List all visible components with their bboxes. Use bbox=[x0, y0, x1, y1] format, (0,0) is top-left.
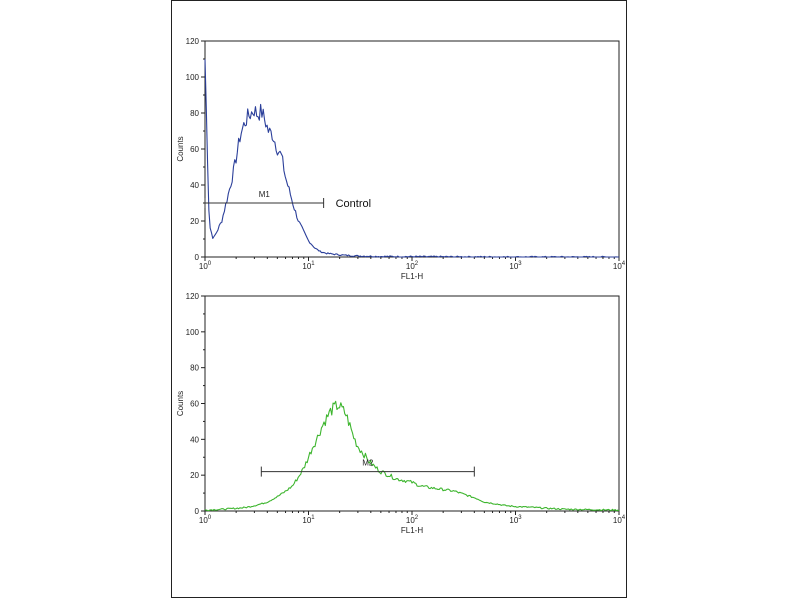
y-tick-label: 60 bbox=[190, 145, 199, 154]
histogram-line bbox=[204, 59, 620, 258]
figure-frame bbox=[171, 0, 627, 598]
y-axis-title: Counts bbox=[176, 136, 185, 161]
y-tick-label: 20 bbox=[190, 471, 199, 480]
x-axis-title: FL1-H bbox=[401, 526, 423, 535]
gate-label: M1 bbox=[259, 190, 271, 199]
plot-area-frame bbox=[204, 295, 620, 512]
histogram-panel-2: 0 20 40 60 80 100 120 100 101 102 103 104 FL1-H Count… bbox=[176, 292, 626, 535]
histogram-line bbox=[204, 400, 620, 512]
histogram-panel-1: 0 20 40 60 80 100 120 100 101 102 103 104 FL1-H Count… bbox=[176, 37, 626, 281]
y-tick-label: 80 bbox=[190, 364, 199, 373]
x-tick-label: 101 bbox=[302, 515, 315, 525]
y-tick-label: 100 bbox=[186, 328, 200, 337]
y-axis-title: Counts bbox=[176, 391, 185, 416]
y-tick-label: 100 bbox=[186, 73, 200, 82]
x-tick-label: 102 bbox=[406, 261, 419, 271]
y-tick-label: 0 bbox=[195, 507, 200, 516]
x-tick-label: 104 bbox=[613, 261, 626, 271]
x-tick-label: 100 bbox=[199, 261, 212, 271]
x-tick-label: 102 bbox=[406, 515, 419, 525]
x-tick-label: 100 bbox=[199, 515, 212, 525]
x-tick-label: 103 bbox=[509, 261, 522, 271]
y-tick-label: 120 bbox=[186, 292, 200, 301]
x-axis-title: FL1-H bbox=[401, 272, 423, 281]
x-tick-label: 104 bbox=[613, 515, 626, 525]
gate-label: M2 bbox=[362, 459, 374, 468]
x-tick-label: 101 bbox=[302, 261, 315, 271]
y-tick-label: 120 bbox=[186, 37, 200, 46]
x-tick-label: 103 bbox=[509, 515, 522, 525]
y-tick-label: 20 bbox=[190, 217, 199, 226]
y-tick-label: 60 bbox=[190, 400, 199, 409]
y-tick-label: 0 bbox=[195, 253, 200, 262]
control-annotation: Control bbox=[336, 198, 371, 210]
y-tick-label: 40 bbox=[190, 435, 199, 444]
plot-area-frame bbox=[204, 40, 620, 258]
y-tick-label: 80 bbox=[190, 109, 199, 118]
y-tick-label: 40 bbox=[190, 181, 199, 190]
